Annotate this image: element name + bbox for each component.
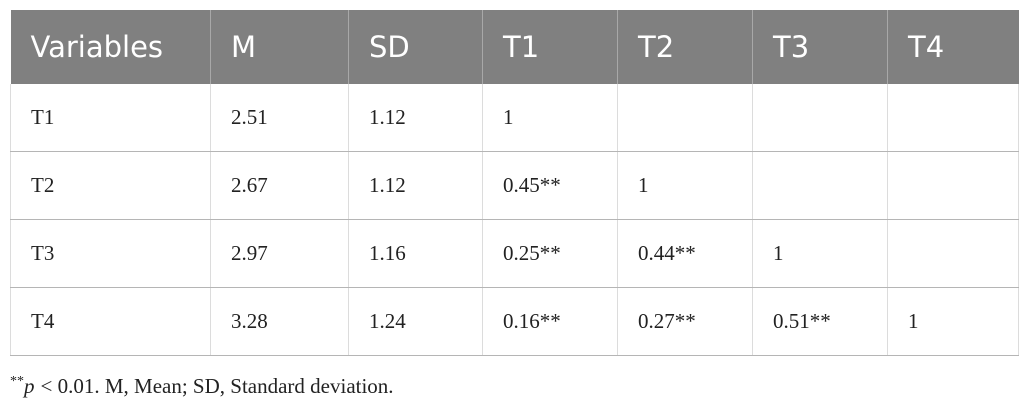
cell: T3 <box>10 219 211 288</box>
footnote-text: < 0.01. M, Mean; SD, Standard deviation. <box>40 374 394 398</box>
cell: 0.45** <box>482 151 618 220</box>
header-cell: Variables <box>10 10 211 84</box>
cell: 0.51** <box>752 287 888 356</box>
cell: 1.16 <box>348 219 483 288</box>
cell: 2.51 <box>210 84 349 152</box>
cell: T1 <box>10 84 211 152</box>
cell: 1.24 <box>348 287 483 356</box>
cell: 1 <box>887 287 1019 356</box>
header-cell: T3 <box>752 10 888 84</box>
empty-cell <box>887 151 1019 220</box>
footnote-p: p <box>24 374 35 398</box>
cell: 0.27** <box>617 287 753 356</box>
table-row: T4 3.28 1.24 0.16** 0.27** 0.51** 1 <box>10 287 1019 356</box>
cell: 0.44** <box>617 219 753 288</box>
cell: 1 <box>482 84 618 152</box>
empty-cell <box>752 84 888 152</box>
table-row: T1 2.51 1.12 1 <box>10 84 1019 152</box>
table-row: T2 2.67 1.12 0.45** 1 <box>10 151 1019 220</box>
cell: 2.67 <box>210 151 349 220</box>
table-body: T1 2.51 1.12 1 T2 2.67 1.12 0.45** 1 T3 2.97 1.16 0.… <box>10 84 1019 356</box>
cell: 1.12 <box>348 151 483 220</box>
header-cell: SD <box>348 10 483 84</box>
footnote: **p < 0.01. M, Mean; SD, Standard deviati… <box>10 374 394 399</box>
empty-cell <box>887 219 1019 288</box>
correlation-table: Variables M SD T1 T2 T3 T4 T1 2.51 1.12 1 T2 2.67 1.… <box>10 10 1019 356</box>
cell: T4 <box>10 287 211 356</box>
empty-cell <box>887 84 1019 152</box>
cell: 1.12 <box>348 84 483 152</box>
header-cell: T1 <box>482 10 618 84</box>
header-cell: M <box>210 10 349 84</box>
header-row: Variables M SD T1 T2 T3 T4 <box>10 10 1019 84</box>
cell: 0.16** <box>482 287 618 356</box>
header-cell: T2 <box>617 10 753 84</box>
cell: T2 <box>10 151 211 220</box>
empty-cell <box>752 151 888 220</box>
table-row: T3 2.97 1.16 0.25** 0.44** 1 <box>10 219 1019 288</box>
header-cell: T4 <box>887 10 1019 84</box>
footnote-stars: ** <box>10 374 24 389</box>
cell: 0.25** <box>482 219 618 288</box>
cell: 2.97 <box>210 219 349 288</box>
cell: 1 <box>617 151 753 220</box>
cell: 3.28 <box>210 287 349 356</box>
cell: 1 <box>752 219 888 288</box>
empty-cell <box>617 84 753 152</box>
